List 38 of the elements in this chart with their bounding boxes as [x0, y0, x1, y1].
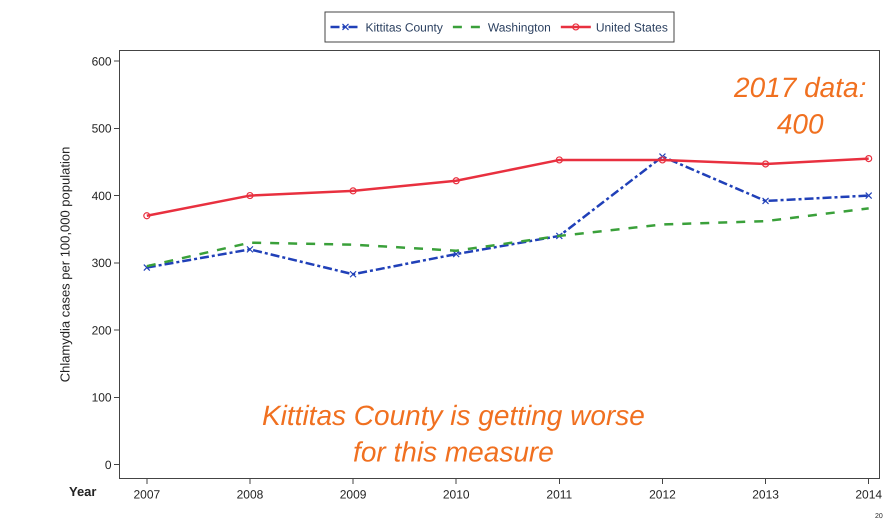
- x-tick-label: 2010: [442, 487, 470, 502]
- point: [658, 156, 666, 164]
- point: [762, 160, 770, 168]
- point: [452, 177, 460, 184]
- point: [143, 264, 150, 272]
- point: [556, 156, 563, 164]
- y-tick-label: 200: [92, 323, 112, 338]
- legend-label: Kittitas County: [366, 20, 443, 35]
- line-series: [146, 207, 870, 268]
- x-tick-label: 2008: [236, 487, 264, 502]
- point: [349, 270, 357, 278]
- x-axis-title: Year: [69, 484, 96, 499]
- point: [865, 154, 872, 162]
- point: [246, 246, 254, 253]
- point: [143, 212, 150, 220]
- point: [349, 187, 357, 194]
- x-tick-label: 2011: [546, 487, 573, 502]
- x-tick-label: 2012: [649, 487, 676, 502]
- point: [246, 192, 254, 200]
- y-tick-label: 500: [92, 122, 112, 136]
- y-tick-label: 100: [92, 390, 112, 405]
- point: [865, 192, 872, 200]
- annotation: Kittitas County is getting worse for this measure: [262, 400, 645, 468]
- x-tick-label: 2009: [340, 487, 367, 502]
- y-tick-label: 600: [92, 54, 112, 68]
- x-tick-label: 2014: [855, 487, 882, 502]
- annotation: 2017 data: 400: [733, 72, 866, 140]
- x-tick-label: 2013: [752, 487, 780, 502]
- x-tick-label: 2007: [133, 487, 160, 502]
- legend-label: United States: [596, 20, 668, 35]
- point: [452, 250, 460, 258]
- y-axis-title: Chlamydia cases per 100,000 population: [58, 146, 73, 382]
- legend-label: Washington: [488, 20, 551, 35]
- y-tick-label: 300: [92, 256, 112, 270]
- point: [556, 232, 563, 240]
- y-tick-label: 0: [104, 458, 112, 472]
- y-tick-label: 400: [92, 188, 112, 203]
- point: [762, 197, 770, 205]
